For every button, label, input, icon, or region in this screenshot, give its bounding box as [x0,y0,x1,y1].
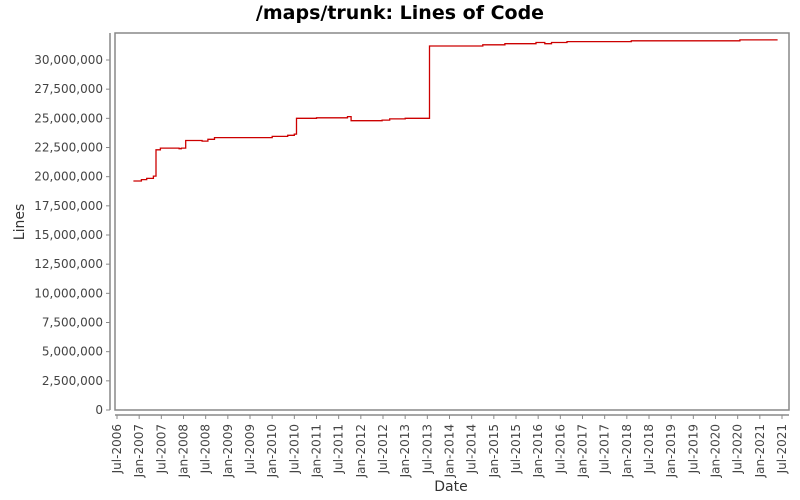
x-tick-label: Jul-2010 [287,424,301,474]
x-tick-label: Jul-2020 [731,424,745,474]
x-tick-label: Jan-2021 [753,424,767,478]
y-tick-label: 7,500,000 [42,316,103,330]
x-tick-label: Jul-2015 [509,424,523,474]
x-tick-label: Jan-2019 [664,424,678,478]
plot-area [109,32,790,416]
x-tick-label: Jan-2016 [531,424,545,478]
x-tick-label: Jan-2009 [221,424,235,478]
y-tick-label: 20,000,000 [34,170,103,184]
y-tick-label: 22,500,000 [34,141,103,155]
x-tick-label: Jan-2013 [398,424,412,478]
plot-border [114,32,790,411]
x-tick-label: Jan-2014 [443,424,457,478]
y-tick-label: 12,500,000 [34,257,103,271]
x-tick-label: Jul-2021 [775,424,789,474]
y-axis-label: Lines [12,204,28,240]
x-tick-label: Jul-2014 [465,424,479,474]
x-tick-label: Jan-2017 [576,424,590,478]
y-tick-label: 15,000,000 [34,228,103,242]
x-tick-label: Jul-2009 [243,424,257,474]
x-tick-label: Jan-2010 [265,424,279,478]
x-tick-label: Jan-2012 [354,424,368,478]
y-tick-label: 0 [95,403,103,417]
x-tick-label: Jan-2015 [487,424,501,478]
y-tick-label: 25,000,000 [34,111,103,125]
y-tick-label: 2,500,000 [42,374,103,388]
x-tick-label: Jan-2011 [310,424,324,478]
x-axis: Jul-2006 Jan-2007 Jul-2007 Jan-2008 Jul-2008… [110,415,789,478]
x-tick-label: Jul-2006 [110,424,124,474]
x-tick-label: Jul-2017 [598,424,612,474]
x-tick-label: Jul-2018 [642,424,656,474]
x-tick-label: Jul-2012 [376,424,390,474]
y-tick-label: 27,500,000 [34,82,103,96]
x-tick-label: Jan-2008 [177,424,191,478]
x-tick-label: Jul-2019 [686,424,700,474]
x-tick-label: Jul-2007 [154,424,168,474]
x-tick-label: Jul-2016 [553,424,567,474]
y-tick-label: 30,000,000 [34,53,103,67]
y-tick-label: 10,000,000 [34,286,103,300]
x-tick-label: Jul-2011 [332,424,346,474]
y-tick-label: 5,000,000 [42,345,103,359]
series-line [133,39,778,182]
y-tick-label: 17,500,000 [34,199,103,213]
chart-title: /maps/trunk: Lines of Code [255,2,545,24]
data-series [133,39,778,182]
x-tick-label: Jul-2013 [420,424,434,474]
x-axis-label: Date [434,479,467,495]
x-tick-label: Jan-2020 [709,424,723,478]
x-tick-label: Jan-2007 [132,424,146,478]
y-axis: 0 2,500,000 5,000,000 7,500,000 10,000,000 12… [34,53,110,417]
x-tick-label: Jul-2008 [199,424,213,474]
x-tick-label: Jan-2018 [620,424,634,478]
